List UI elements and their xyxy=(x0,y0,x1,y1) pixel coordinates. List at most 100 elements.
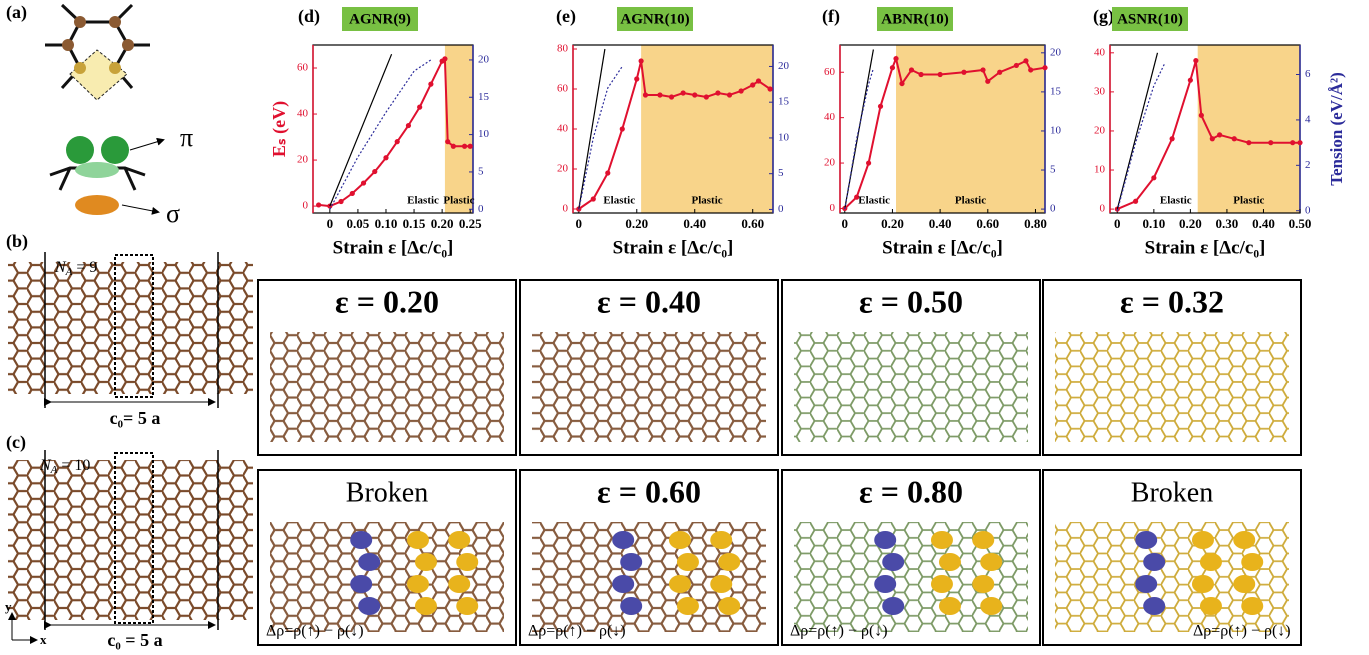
x-tick-label: 0.20 xyxy=(625,216,648,231)
density-caption: Δρ=ρ(↑) − ρ(↓) xyxy=(790,623,888,640)
y-tick-label: 20 xyxy=(297,154,309,166)
y-tick-label: 30 xyxy=(1094,85,1106,97)
elastic-label: Elastic xyxy=(407,195,439,207)
point xyxy=(669,94,674,99)
chart-title: ABNR(10) xyxy=(881,11,949,27)
density-blob xyxy=(710,531,732,549)
panel-label: (e) xyxy=(556,6,576,27)
density-blob xyxy=(620,553,642,571)
lattice xyxy=(270,332,504,442)
strain-label: ε = 0.40 xyxy=(597,283,701,319)
point xyxy=(692,92,697,97)
point xyxy=(468,144,473,149)
point xyxy=(980,67,985,72)
pi-label: π xyxy=(180,123,193,152)
density-blob xyxy=(1135,575,1157,593)
density-blob xyxy=(718,597,740,615)
y2-tick-label: 10 xyxy=(1050,124,1062,136)
state-label: Broken xyxy=(346,477,428,508)
plastic-label: Plastic xyxy=(955,195,986,207)
density-blob xyxy=(931,575,953,593)
point xyxy=(1023,58,1028,63)
density-blob xyxy=(980,553,1002,571)
chart-title: ASNR(10) xyxy=(1117,11,1183,27)
point xyxy=(866,160,871,165)
density-blob xyxy=(874,575,896,593)
point xyxy=(938,72,943,77)
y-tick-label: 60 xyxy=(824,66,836,78)
y2-tick-label: 15 xyxy=(1050,85,1062,97)
y2-tick-label: 10 xyxy=(778,131,790,143)
y-tick-label: 40 xyxy=(824,111,836,123)
y-tick-label: 20 xyxy=(1094,124,1106,136)
point xyxy=(1014,63,1019,68)
point xyxy=(727,92,732,97)
point xyxy=(1297,140,1302,145)
y-tick-label: 40 xyxy=(1094,46,1106,58)
x-tick-label: 0.80 xyxy=(1024,216,1047,231)
point xyxy=(417,105,422,110)
y-tick-label: 0 xyxy=(1100,203,1106,215)
density-blob xyxy=(718,553,740,571)
point xyxy=(1268,140,1273,145)
density-blob xyxy=(972,575,994,593)
panel-label: (f) xyxy=(822,6,840,27)
density-blob xyxy=(612,575,634,593)
panel-b: (b) NA = 9 c₀= 5 a xyxy=(6,231,253,428)
point xyxy=(1246,140,1251,145)
x-tick-label: 0.40 xyxy=(683,216,706,231)
y2-tick-label: 0 xyxy=(1050,203,1056,215)
y2-tick-label: 5 xyxy=(478,165,484,177)
density-blob xyxy=(358,553,380,571)
density-blob xyxy=(939,553,961,571)
density-blob xyxy=(1143,597,1165,615)
x-axis-label: Strain ε [Δc/c₀] xyxy=(333,237,454,258)
point xyxy=(639,58,644,63)
density-blob xyxy=(407,575,429,593)
chart-title: AGNR(10) xyxy=(620,11,689,27)
point xyxy=(750,82,755,87)
x-axis-label: Strain ε [Δc/c₀] xyxy=(882,237,1003,258)
point xyxy=(756,78,761,83)
point xyxy=(657,92,662,97)
point xyxy=(961,70,966,75)
series-line xyxy=(330,54,392,206)
y2-tick-label: 6 xyxy=(1305,68,1311,80)
point xyxy=(445,139,450,144)
y-tick-label: 0 xyxy=(830,202,836,214)
strain-label: ε = 0.20 xyxy=(335,283,439,319)
panel-label: (a) xyxy=(6,2,27,23)
x-axis-label: Strain ε [Δc/c₀] xyxy=(613,237,734,258)
x-tick-label: 0.15 xyxy=(403,216,426,231)
point xyxy=(316,202,321,207)
y2-tick-label: 0 xyxy=(478,203,484,215)
y2-tick-label: 4 xyxy=(1305,113,1311,125)
density-blob xyxy=(1200,597,1222,615)
point xyxy=(1199,113,1204,118)
strain-label: ε = 0.80 xyxy=(859,473,963,509)
panel-c: (c) NA = 10 c₀ = 5 a y x xyxy=(5,432,253,650)
y-tick-label: 40 xyxy=(557,123,569,135)
y2-tick-label: 0 xyxy=(778,203,784,215)
plastic-label: Plastic xyxy=(691,195,722,207)
density-blob xyxy=(931,531,953,549)
x-axis-label: Strain ε [Δc/c₀] xyxy=(1145,237,1266,258)
point xyxy=(605,170,610,175)
density-blob xyxy=(677,597,699,615)
y2-tick-label: 15 xyxy=(778,96,790,108)
sigma-label: σ xyxy=(166,199,180,228)
n-rest: = 10 xyxy=(57,457,90,474)
y2-tick-label: 5 xyxy=(1050,164,1056,176)
point xyxy=(462,144,467,149)
width-label: c₀= 5 a xyxy=(110,408,161,428)
density-blob xyxy=(882,553,904,571)
figure: (a) π σ (b) NA = 9 c₀= 5 a (c) NA = 10 c… xyxy=(0,0,1369,655)
x-tick-label: 0.20 xyxy=(431,216,454,231)
point xyxy=(1151,175,1156,180)
axis-x: x xyxy=(40,632,47,647)
density-blob xyxy=(1143,553,1165,571)
point xyxy=(620,126,625,131)
x-tick-label: 0 xyxy=(327,216,334,231)
density-blob xyxy=(939,597,961,615)
width-label: c₀ = 5 a xyxy=(107,630,162,650)
